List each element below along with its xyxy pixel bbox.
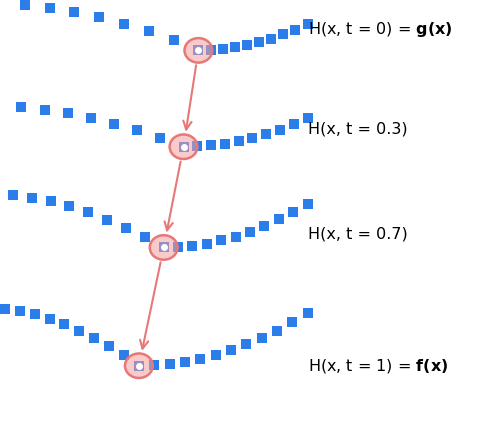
Text: H(x, t = 0.3): H(x, t = 0.3) [308,122,407,137]
Circle shape [150,235,178,260]
Circle shape [170,134,197,159]
Text: H(x, t = 0.7): H(x, t = 0.7) [308,227,407,242]
Circle shape [125,353,153,378]
Circle shape [185,38,212,63]
Text: H(x, t = 0) = $\bf{g(x)}$: H(x, t = 0) = $\bf{g(x)}$ [308,20,452,39]
Text: H(x, t = 1) = $\bf{f(x)}$: H(x, t = 1) = $\bf{f(x)}$ [308,357,448,375]
